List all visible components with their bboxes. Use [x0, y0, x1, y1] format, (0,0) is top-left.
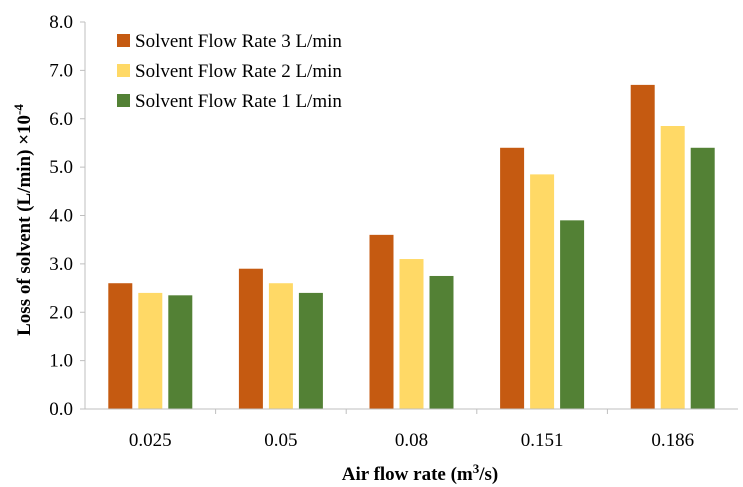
y-tick-label: 6.0 [49, 109, 73, 130]
x-axis-label-main: Air flow rate (m [342, 464, 473, 485]
bar [268, 283, 293, 409]
legend-swatch [117, 34, 130, 47]
svg-text:Loss of solvent (L/min) ×10-4: Loss of solvent (L/min) ×10-4 [11, 104, 35, 336]
bar [560, 220, 585, 409]
y-tick-label: 4.0 [49, 206, 73, 227]
bar [238, 268, 263, 409]
y-tick-label: 5.0 [49, 157, 73, 178]
x-axis-label-tail: /s) [478, 464, 498, 485]
bar [108, 283, 133, 409]
legend-swatch [117, 94, 130, 107]
y-tick-label: 7.0 [49, 60, 73, 81]
x-axis-label-superscript: 3 [473, 461, 480, 476]
y-tick-label: 8.0 [49, 12, 73, 33]
y-tick-label: 2.0 [49, 302, 73, 323]
bar [399, 259, 424, 409]
y-axis-label: Loss of solvent (L/min) ×10-4 [11, 104, 35, 336]
bar [660, 126, 685, 409]
bar [500, 147, 525, 409]
bar [429, 275, 454, 409]
legend-label: Solvent Flow Rate 3 L/min [135, 31, 342, 52]
legend-label: Solvent Flow Rate 2 L/min [135, 61, 342, 82]
bar [530, 174, 555, 409]
bar [369, 234, 394, 409]
x-tick-label: 0.05 [264, 430, 297, 451]
y-axis-ticks: 0.0 1.0 2.0 3.0 4.0 5.0 6.0 7.0 8.0 [49, 12, 85, 420]
y-axis-label-superscript: -4 [11, 104, 26, 115]
y-tick-label: 0.0 [49, 399, 73, 420]
legend-label: Solvent Flow Rate 1 L/min [135, 91, 342, 112]
x-tick-label: 0.151 [521, 430, 564, 451]
y-tick-label: 1.0 [49, 351, 73, 372]
y-axis-label-main: Loss of solvent (L/min) ×10 [14, 115, 35, 336]
x-axis-ticks: 0.025 0.05 0.08 0.151 0.186 [129, 409, 694, 451]
x-tick-label: 0.025 [129, 430, 172, 451]
y-tick-label: 3.0 [49, 254, 73, 275]
bar [298, 292, 323, 409]
legend: Solvent Flow Rate 3 L/min Solvent Flow Ra… [117, 31, 342, 112]
x-tick-label: 0.08 [395, 430, 428, 451]
bar [138, 292, 163, 409]
x-tick-label: 0.186 [651, 430, 694, 451]
bars [108, 84, 715, 409]
bar [690, 147, 715, 409]
bar [630, 84, 655, 409]
x-axis-label: Air flow rate (m3/s) [342, 461, 499, 485]
legend-swatch [117, 64, 130, 77]
bar [168, 295, 193, 409]
